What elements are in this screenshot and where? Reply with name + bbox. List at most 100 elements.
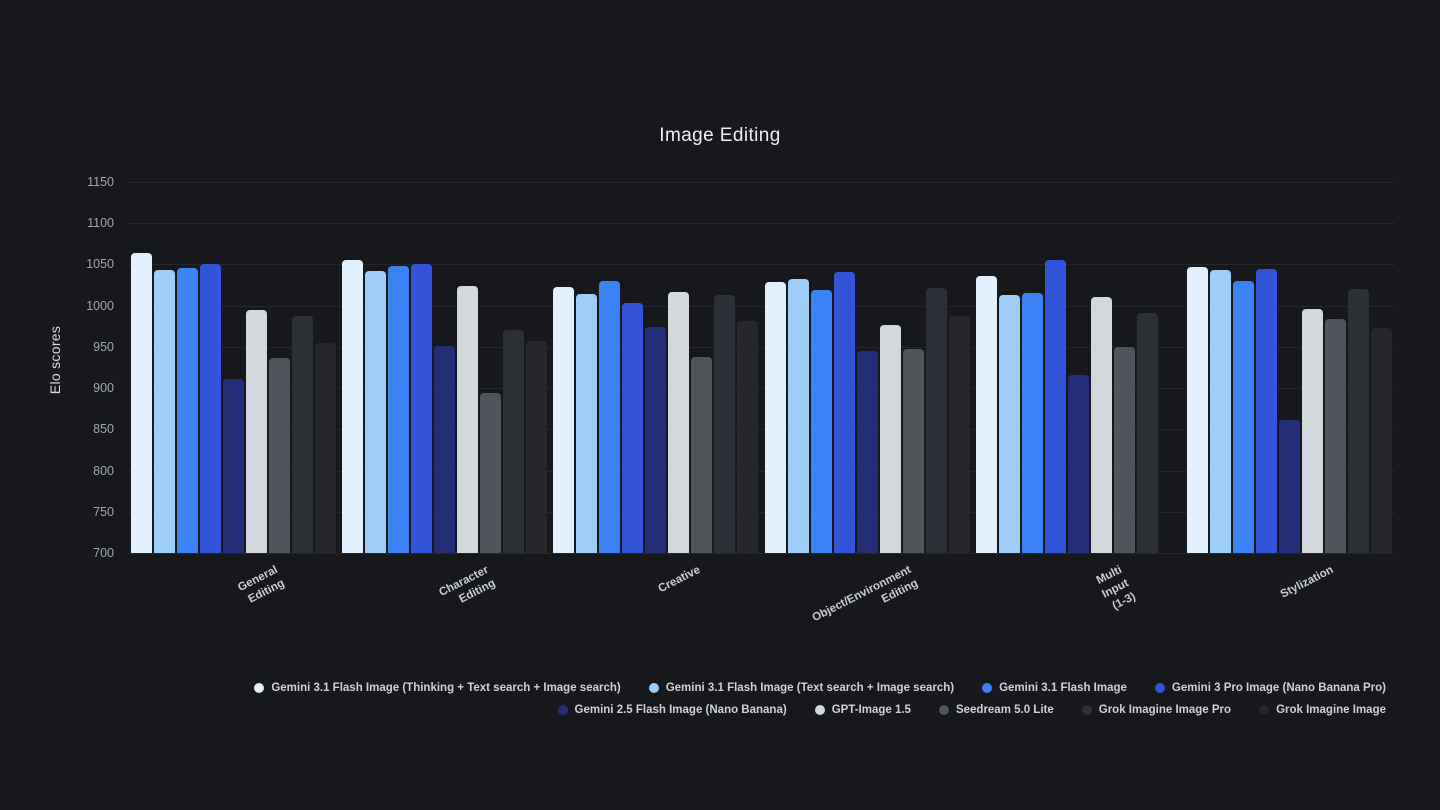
gridline: 1000 xyxy=(86,299,1395,313)
bar xyxy=(246,309,268,553)
y-tick-label: 900 xyxy=(93,381,114,396)
legend-dot-icon xyxy=(1081,705,1092,715)
bar xyxy=(457,285,479,553)
bar xyxy=(1136,313,1158,553)
bar-group xyxy=(550,182,761,553)
legend-dot-icon xyxy=(982,683,993,693)
bar xyxy=(154,270,176,553)
legend-item-label: GPT-Image 1.5 xyxy=(831,704,911,716)
bar xyxy=(342,260,364,553)
y-tick-label: 1000 xyxy=(86,298,114,313)
legend-item-label: Gemini 3 Pro Image (Nano Banana Pro) xyxy=(1171,682,1386,694)
bar-group xyxy=(1184,182,1395,553)
legend-item: Gemini 2.5 Flash Image (Nano Banana) xyxy=(557,704,787,716)
x-category-label: Creative xyxy=(655,563,702,596)
legend-item-label: Gemini 3.1 Flash Image (Text search + Im… xyxy=(665,682,955,694)
bar-group xyxy=(762,182,973,553)
bar xyxy=(434,346,456,553)
bar xyxy=(622,303,644,553)
y-tick-label: 750 xyxy=(93,504,114,519)
chart-title: Image Editing xyxy=(659,125,781,146)
bar xyxy=(691,356,713,553)
bar xyxy=(948,315,970,553)
bar xyxy=(833,271,855,553)
bar xyxy=(879,325,901,553)
legend-item-label: Gemini 2.5 Flash Image (Nano Banana) xyxy=(574,704,787,716)
y-tick-label: 1100 xyxy=(87,216,114,231)
gridline: 900 xyxy=(93,381,1395,395)
legend-item: Gemini 3.1 Flash Image xyxy=(982,682,1127,694)
gridline: 1150 xyxy=(87,175,1395,189)
y-tick-label: 700 xyxy=(93,546,114,560)
y-tick-label: 950 xyxy=(93,339,114,354)
legend-row: Gemini 2.5 Flash Image (Nano Banana) GPT-… xyxy=(557,704,1386,716)
bar xyxy=(1209,270,1231,553)
legend-item: Gemini 3.1 Flash Image (Text search + Im… xyxy=(648,682,955,694)
x-category-label: Character Editing xyxy=(437,563,498,606)
bar xyxy=(177,267,199,553)
bar xyxy=(1324,318,1346,553)
bar xyxy=(223,379,245,553)
bar xyxy=(292,316,314,553)
bar xyxy=(1186,266,1208,553)
bar xyxy=(1255,269,1277,553)
y-tick-label: 800 xyxy=(93,463,114,478)
gridline: 850 xyxy=(93,422,1395,436)
bar xyxy=(503,329,525,553)
bar xyxy=(737,320,759,553)
plot-area: 700 750 800 850 900 950 1000 1050 1100 1150 xyxy=(86,175,1395,560)
legend-item: Gemini 3.1 Flash Image (Thinking + Text … xyxy=(254,682,621,694)
bar xyxy=(1090,297,1112,553)
bar xyxy=(411,264,433,553)
bar xyxy=(1370,327,1392,553)
gridline: 750 xyxy=(93,505,1395,519)
bar xyxy=(975,276,997,553)
y-tick-label: 1150 xyxy=(87,175,114,189)
bar xyxy=(902,349,924,553)
legend-row: Gemini 3.1 Flash Image (Thinking + Text … xyxy=(254,682,1386,694)
legend-item-label: Seedream 5.0 Lite xyxy=(955,704,1054,716)
gridline: 700 xyxy=(93,546,1395,560)
bar xyxy=(576,294,598,553)
bar xyxy=(856,351,878,553)
legend-item-label: Grok Imagine Image xyxy=(1276,704,1386,716)
bar xyxy=(787,279,809,553)
legend-item: Gemini 3 Pro Image (Nano Banana Pro) xyxy=(1154,682,1386,694)
bar xyxy=(599,280,621,553)
legend-item-label: Gemini 3.1 Flash Image (Thinking + Text … xyxy=(271,682,621,694)
bar xyxy=(480,393,502,553)
x-category-label: Multi Input (1-3) xyxy=(1094,563,1138,613)
legend-item: Grok Imagine Image Pro xyxy=(1081,704,1231,716)
bar xyxy=(1347,289,1369,553)
bar xyxy=(810,290,832,553)
bar xyxy=(200,264,222,553)
gridline: 1100 xyxy=(87,216,1395,230)
legend-dot-icon xyxy=(648,683,659,693)
bar-group xyxy=(128,182,339,553)
gridline: 950 xyxy=(93,340,1395,354)
bar xyxy=(1113,346,1135,553)
bar xyxy=(645,327,667,553)
bar xyxy=(315,342,337,553)
legend-dot-icon xyxy=(254,683,265,693)
legend-item: Seedream 5.0 Lite xyxy=(938,704,1054,716)
bar xyxy=(1044,259,1066,553)
bar xyxy=(1232,280,1254,553)
legend-dot-icon xyxy=(938,705,949,715)
legend-item-label: Gemini 3.1 Flash Image xyxy=(999,682,1127,694)
bar xyxy=(131,252,153,553)
bar xyxy=(388,266,410,553)
bar xyxy=(1067,374,1089,553)
y-tick-label: 850 xyxy=(93,422,114,437)
bar xyxy=(1278,420,1300,553)
gridline: 1050 xyxy=(86,257,1395,271)
legend-dot-icon xyxy=(557,705,568,715)
bar xyxy=(668,292,690,553)
legend-item: GPT-Image 1.5 xyxy=(814,704,911,716)
legend: Gemini 3.1 Flash Image (Thinking + Text … xyxy=(0,682,1386,716)
bar xyxy=(269,358,291,553)
bar xyxy=(925,288,947,553)
y-axis-label: Elo scores xyxy=(47,325,63,395)
bar-group xyxy=(339,182,550,553)
y-tick-label: 1050 xyxy=(86,257,114,272)
